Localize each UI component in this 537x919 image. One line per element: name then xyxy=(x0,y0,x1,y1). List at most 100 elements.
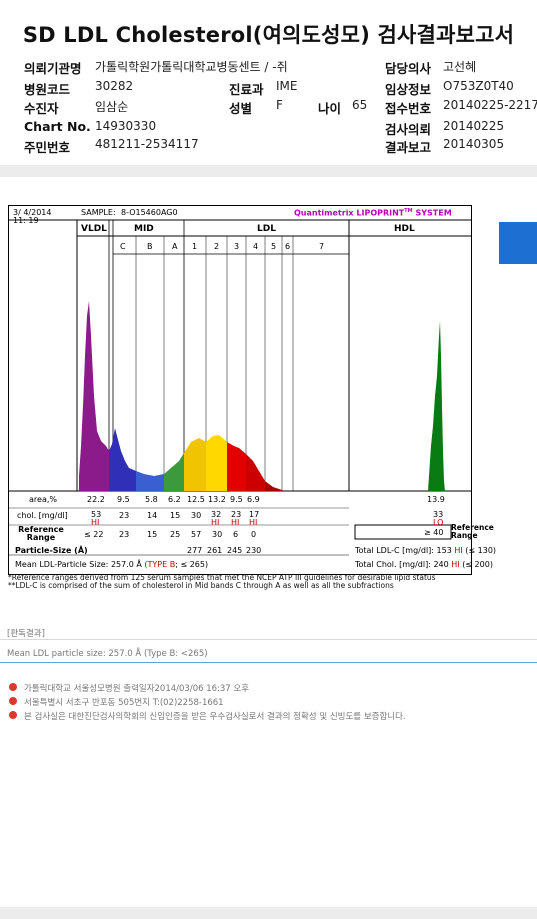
ref-vldl: ≤ 22 xyxy=(84,530,104,539)
report-time: 11: 19 xyxy=(13,216,39,225)
interpretation-text: Mean LDL particle size: 257.0 Å (Type B:… xyxy=(7,649,208,659)
clinical-label: 임상정보 xyxy=(385,82,432,97)
ref-2: 30 xyxy=(212,530,223,539)
institution-label: 의뢰기관명 xyxy=(24,61,82,76)
total-chol-value: 240 xyxy=(433,560,449,569)
row-ref-label: Reference Range xyxy=(18,525,64,542)
chol-4: 17 xyxy=(249,510,260,519)
ref-a: 25 xyxy=(170,530,181,539)
brand-tm: TM xyxy=(404,208,413,214)
particle-1: 277 xyxy=(187,546,203,555)
bullet-icon xyxy=(9,711,17,719)
receipt-value: 20140225-22174 xyxy=(443,98,537,112)
chol-hdl: 33 xyxy=(433,510,444,519)
total-ldl-flag: HI xyxy=(454,546,463,555)
chol-2: 32 xyxy=(211,510,222,519)
doctor-value: 고선혜 xyxy=(443,60,477,74)
total-ldl: Total LDL-C [mg/dl]: 153 HI (≤ 130) xyxy=(355,546,496,555)
sample-value: 8-O15460AG0 xyxy=(121,208,178,217)
chol-a: 15 xyxy=(170,511,181,520)
total-ldl-ref: (≤ 130) xyxy=(465,546,497,555)
area-vldl: 22.2 xyxy=(87,495,105,504)
flag-2: HI xyxy=(211,518,220,527)
interpretation-divider xyxy=(0,639,537,640)
row-ref-right-label: Reference Range xyxy=(451,523,494,540)
flag-hdl: LO xyxy=(433,518,444,527)
brand-system: SYSTEM xyxy=(415,208,452,218)
mean-ldl-type: (TYPE B xyxy=(144,560,176,569)
hdl-peak xyxy=(428,321,445,491)
age-label: 나이 xyxy=(318,101,342,116)
area-hdl: 13.9 xyxy=(427,495,445,504)
total-chol-flag: HI xyxy=(451,560,460,569)
area-1: 12.5 xyxy=(187,495,205,504)
clinical-value: O753Z0T40 xyxy=(443,79,514,93)
age-value: 65 xyxy=(352,98,368,112)
mean-ldl-label: Mean LDL-Particle Size: xyxy=(15,560,109,569)
institution-value: 가톨릭학원가톨릭대학교병동센트 / -쥐 xyxy=(95,60,288,74)
request-label: 검사의뢰 xyxy=(385,122,432,137)
sex-value: F xyxy=(276,98,283,112)
report-value: 20140305 xyxy=(443,137,505,151)
blue-side-tab xyxy=(499,222,537,264)
area-4: 6.9 xyxy=(247,495,260,504)
sample-label: SAMPLE: xyxy=(81,208,116,217)
chol-3: 23 xyxy=(231,510,242,519)
report-date: 3/ 4/2014 xyxy=(13,208,52,217)
department-value: IME xyxy=(276,79,298,93)
id-value: 481211-2534117 xyxy=(95,137,199,151)
row-area-label: area,% xyxy=(29,495,57,504)
sub-band-4: 4 xyxy=(253,242,259,251)
lipoprint-chart xyxy=(9,219,471,556)
ref-4: 0 xyxy=(251,530,257,539)
ldl-band-4 xyxy=(246,454,265,491)
sub-band-1: 1 xyxy=(192,242,198,251)
total-chol-ref: (≤ 200) xyxy=(462,560,493,569)
mid-band-b xyxy=(136,471,164,491)
chol-vldl: 53 xyxy=(91,510,102,519)
row-particle-label: Particle-Size (Å) xyxy=(15,546,88,555)
report-header: SD LDL Cholesterol(여의도성모) 검사결과보고서 의뢰기관명 … xyxy=(0,0,537,165)
mean-ldl-value: 257.0 Å xyxy=(110,560,142,569)
chol-c: 23 xyxy=(119,511,130,520)
sub-band-2: 2 xyxy=(214,242,220,251)
mean-ldl-type-limit: ; ≤ 265) xyxy=(175,560,209,569)
area-a: 6.2 xyxy=(168,495,181,504)
flag-vldl: HI xyxy=(91,518,100,527)
ldl-band-3 xyxy=(227,442,246,491)
id-label: 주민번호 xyxy=(24,140,71,155)
hospital-code-label: 병원코드 xyxy=(24,82,71,97)
total-ldl-value: 153 xyxy=(436,546,452,555)
interpretation-blue-line xyxy=(0,662,537,663)
footer-line-1: 가톨릭대학교 서울성모병원 출력일자2014/03/06 16:37 오후 xyxy=(24,684,250,694)
sub-band-c: C xyxy=(120,242,126,251)
department-label: 진료과 xyxy=(229,82,264,97)
sub-band-a: A xyxy=(172,242,178,251)
brand-label: Quantimetrix LIPOPRINTTM SYSTEM xyxy=(294,208,452,218)
hospital-code-value: 30282 xyxy=(95,79,134,93)
footnote-2: **LDL-C is comprised of the sum of chole… xyxy=(8,581,394,590)
page-title: SD LDL Cholesterol(여의도성모) 검사결과보고서 xyxy=(22,23,515,47)
sub-band-5: 5 xyxy=(271,242,277,251)
chart-no-value: 14930330 xyxy=(95,119,157,133)
total-ldl-label: Total LDL-C [mg/dl]: xyxy=(355,546,434,555)
particle-3: 245 xyxy=(227,546,243,555)
sub-band-7: 7 xyxy=(319,242,325,251)
band-ldl: LDL xyxy=(257,224,276,234)
area-2: 13.2 xyxy=(208,495,226,504)
footer-line-3: 본 검사실은 대한진단검사의학회의 신임인증을 받은 우수검사실로서 결과의 정… xyxy=(24,712,406,722)
band-vldl: VLDL xyxy=(81,224,107,234)
receipt-label: 접수번호 xyxy=(385,101,432,116)
ref-b: 15 xyxy=(147,530,158,539)
bullet-icon xyxy=(9,683,17,691)
ref-c: 23 xyxy=(119,530,130,539)
mid-band-a xyxy=(164,453,184,491)
particle-4: 230 xyxy=(246,546,262,555)
patient-label: 수진자 xyxy=(24,101,59,116)
particle-2: 261 xyxy=(207,546,223,555)
mid-band-c xyxy=(109,428,136,491)
footnote-1: *Reference ranges derived from 125 serum… xyxy=(8,573,436,582)
ldl-band-1 xyxy=(184,438,206,491)
interpretation-heading: [판독결과] xyxy=(7,629,45,639)
sex-label: 성별 xyxy=(229,101,253,116)
